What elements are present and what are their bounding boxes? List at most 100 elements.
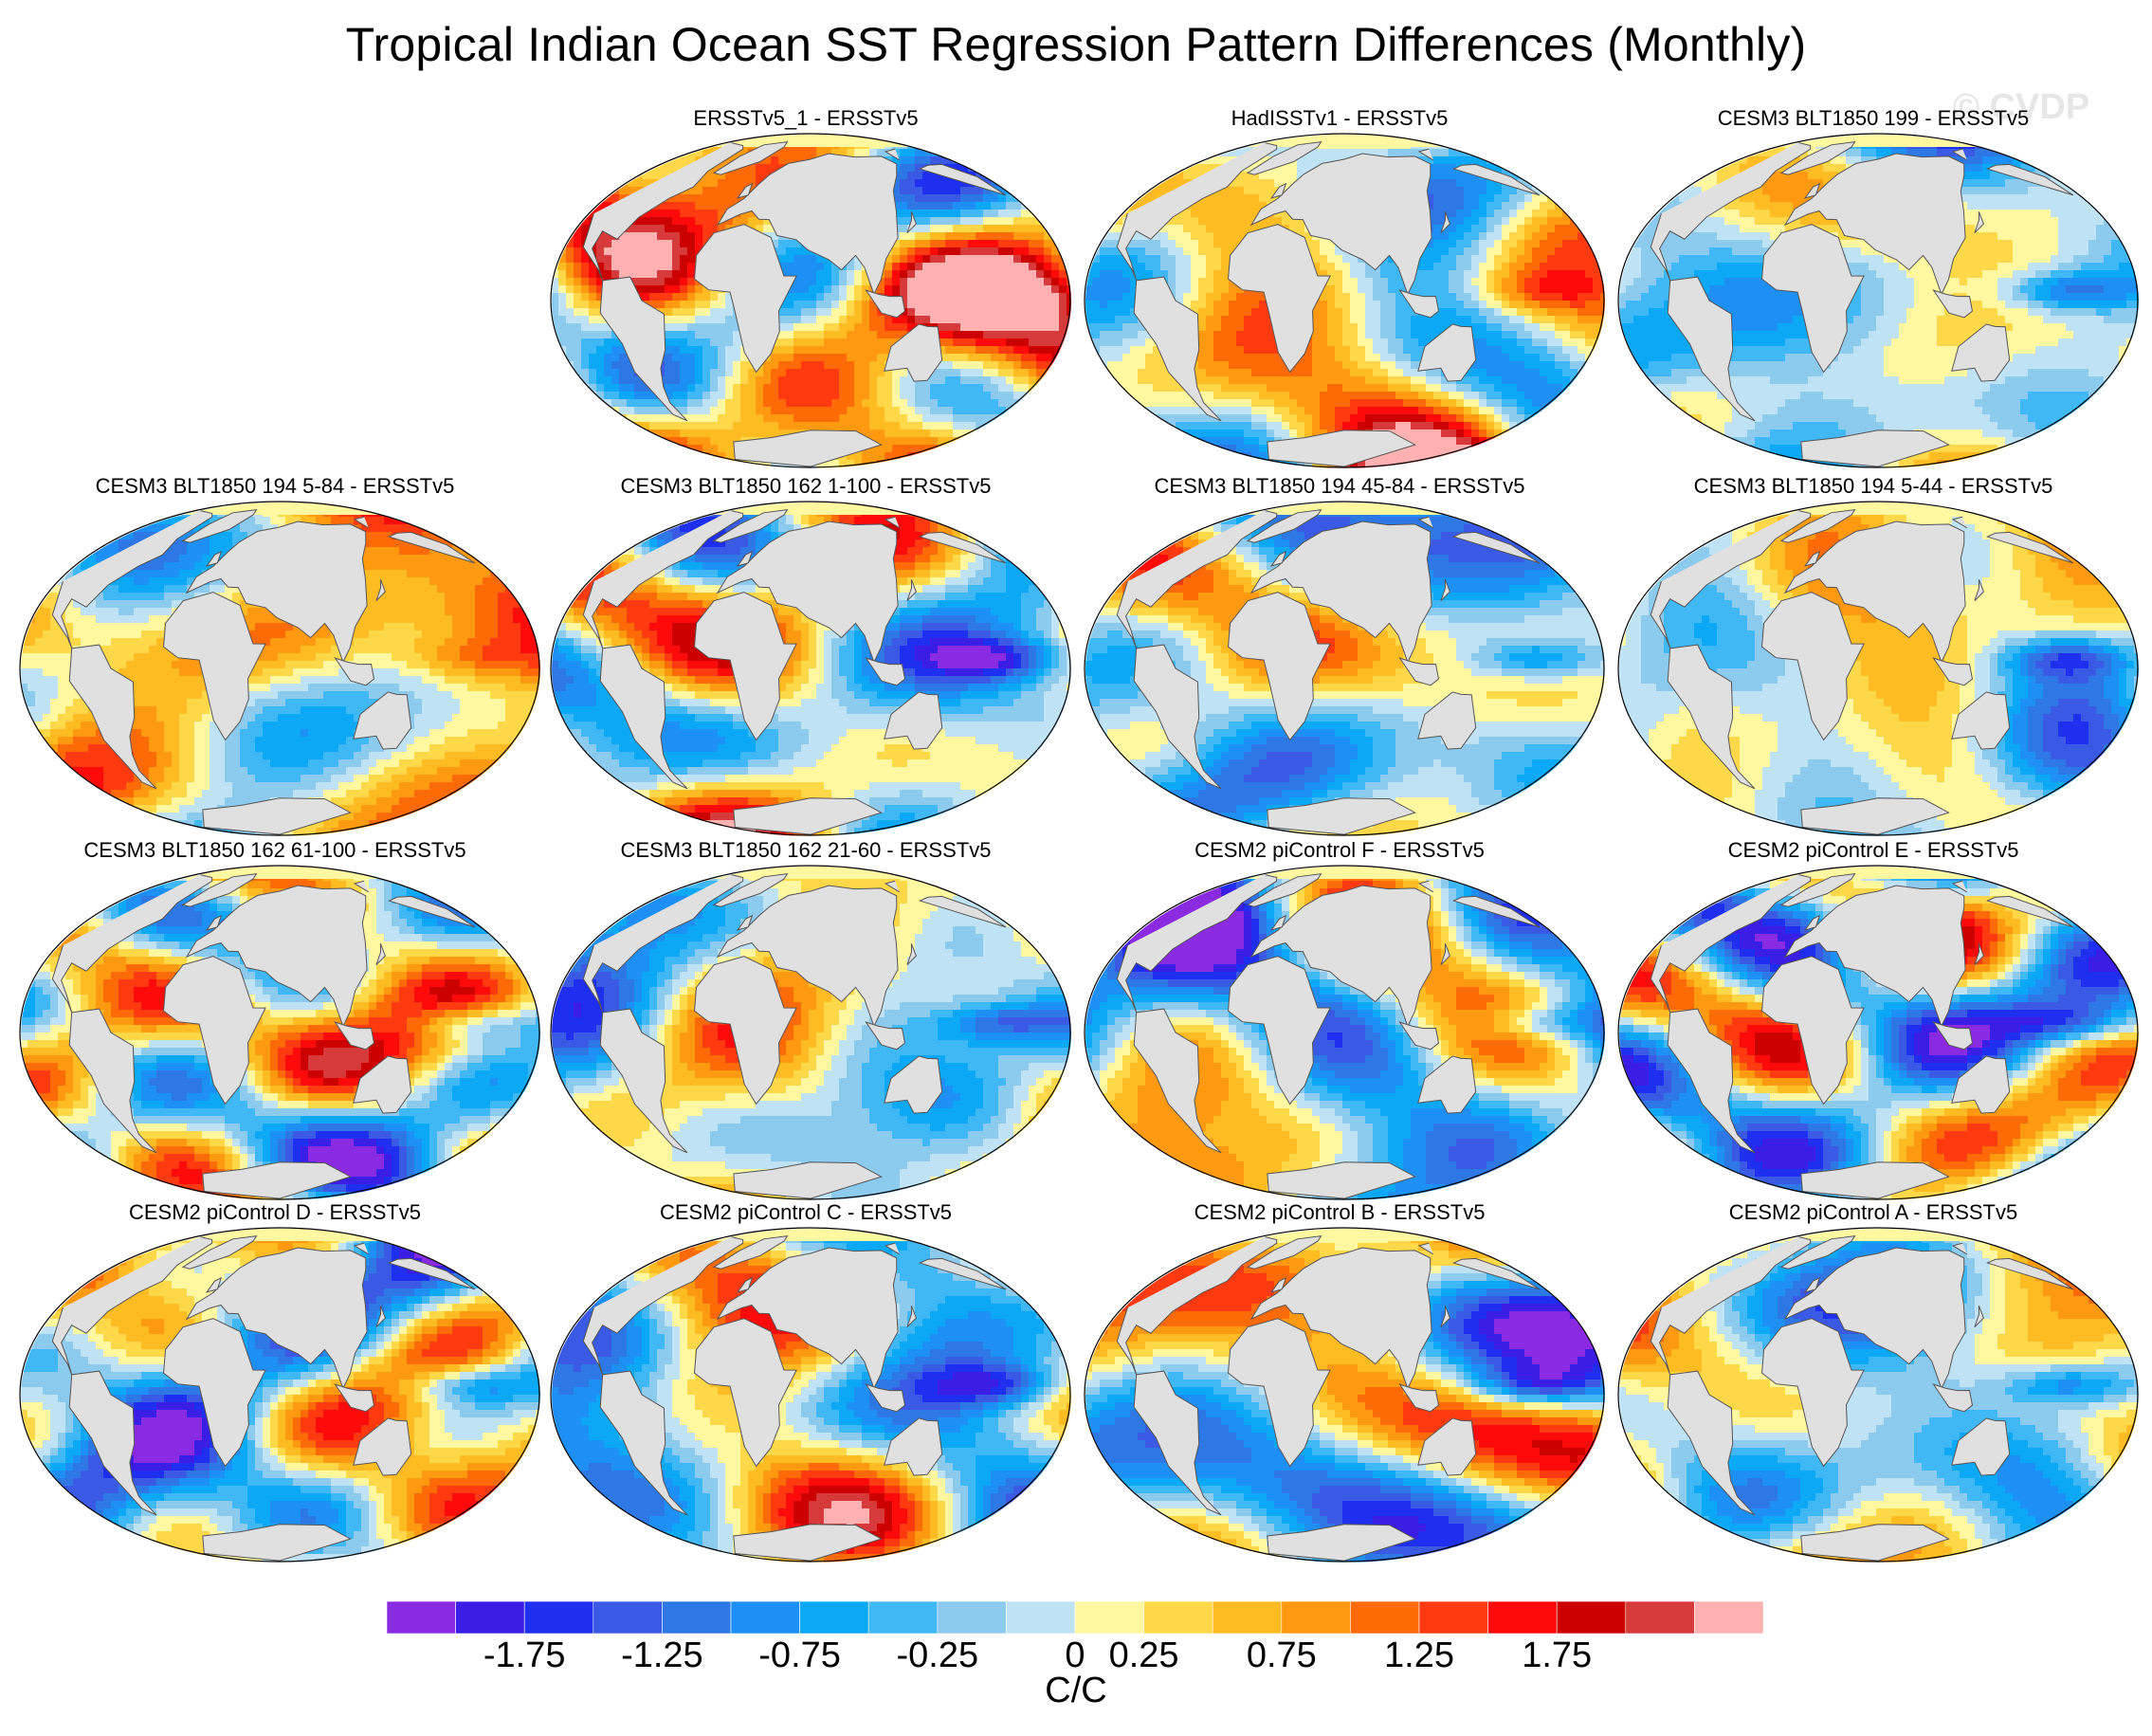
land-mass [1227, 956, 1331, 1106]
land-mass [1667, 1008, 1756, 1154]
land-mass [162, 1318, 266, 1468]
land-mass [1267, 429, 1416, 467]
land-mass [736, 1276, 754, 1293]
land-mass [884, 691, 943, 750]
land-mass [712, 872, 789, 907]
land-mass [1246, 140, 1322, 175]
land-mass [1650, 510, 2074, 649]
panel-title: ERSSTv5_1 - ERSSTv5 [540, 106, 1071, 131]
land-mass [1267, 1524, 1416, 1562]
land-mass [1116, 874, 1541, 1014]
land-mass [68, 1370, 157, 1516]
land-mass [1783, 885, 1966, 1028]
sst-difference-map [550, 133, 1071, 468]
land-mass [733, 797, 883, 835]
land-mass [1227, 1318, 1331, 1468]
land-mass [1932, 657, 1974, 686]
land-mass [181, 1234, 258, 1270]
panel-title: CESM3 BLT1850 194 5-84 - ERSSTv5 [9, 474, 540, 499]
land-mass [334, 1021, 375, 1051]
land-mass [1800, 429, 1950, 467]
land-mass [68, 644, 157, 790]
land-mass [205, 1276, 223, 1293]
colorbar-box [1212, 1600, 1283, 1635]
land-mass [1269, 550, 1287, 567]
sst-difference-map [550, 1227, 1071, 1562]
land-mass [51, 510, 476, 649]
sst-difference-map [19, 865, 540, 1200]
colorbar-tick-label: -0.75 [743, 1635, 857, 1676]
land-mass [1246, 872, 1322, 907]
land-mass [1269, 182, 1287, 199]
land-mass [1133, 1008, 1222, 1154]
land-mass [582, 874, 1007, 1014]
map-outline [550, 1227, 1071, 1562]
land-mass [716, 885, 899, 1028]
land-mass [906, 579, 917, 602]
land-mass [202, 797, 352, 835]
land-mass [582, 1236, 1007, 1376]
land-mass [1440, 579, 1450, 602]
land-mass [599, 1008, 688, 1154]
colorbar-box [730, 1600, 800, 1635]
land-mass [1779, 140, 1856, 175]
map-outline [1084, 133, 1605, 468]
colorbar-box [799, 1600, 869, 1635]
sst-difference-map [1084, 1227, 1605, 1562]
land-mass [205, 550, 223, 567]
land-mass [1803, 182, 1821, 199]
land-mass [1667, 644, 1756, 790]
land-mass [716, 1247, 899, 1390]
map-outline [19, 501, 540, 836]
colorbar-tick-label: -0.25 [881, 1635, 994, 1676]
land-mass [1667, 276, 1756, 422]
land-mass [1133, 276, 1222, 422]
land-mass [599, 644, 688, 790]
land-mass [733, 429, 883, 467]
sst-difference-map [1617, 501, 2139, 836]
land-mass [1440, 211, 1450, 234]
land-mass [1951, 1055, 2011, 1114]
sst-difference-map [19, 1227, 540, 1562]
colorbar-box [1074, 1600, 1144, 1635]
land-mass [1974, 1306, 1984, 1328]
colorbar-units: C/C [1019, 1671, 1133, 1711]
land-mass [202, 1524, 352, 1562]
land-mass [1417, 323, 1477, 382]
land-mass [353, 1417, 412, 1476]
land-mass [202, 1161, 352, 1199]
panel-title: CESM3 BLT1850 162 21-60 - ERSSTv5 [540, 838, 1071, 863]
land-mass [906, 943, 917, 966]
land-mass [712, 140, 789, 175]
land-mass [1398, 1383, 1440, 1413]
panel-title: CESM3 BLT1850 194 5-44 - ERSSTv5 [1608, 474, 2139, 499]
colorbar-box [1487, 1600, 1558, 1635]
colorbar-box [1350, 1600, 1420, 1635]
land-mass [1779, 872, 1856, 907]
colorbar-box [593, 1600, 663, 1635]
land-mass [375, 1306, 386, 1328]
colorbar [387, 1600, 1763, 1635]
map-panel: CESM3 BLT1850 194 45-84 - ERSSTv5 [1074, 474, 1605, 844]
map-outline [550, 133, 1071, 468]
land-mass [1667, 1370, 1756, 1516]
panel-title: CESM3 BLT1850 194 45-84 - ERSSTv5 [1074, 474, 1605, 499]
panel-title: CESM3 BLT1850 162 1-100 - ERSSTv5 [540, 474, 1071, 499]
land-mass [181, 872, 258, 907]
land-mass [162, 592, 266, 741]
land-mass [1650, 142, 2074, 282]
map-panel: CESM2 piControl F - ERSSTv5 [1074, 838, 1605, 1208]
land-mass [51, 1236, 476, 1376]
land-mass [1803, 550, 1821, 567]
land-mass [1267, 797, 1416, 835]
panel-title: CESM2 piControl F - ERSSTv5 [1074, 838, 1605, 863]
land-mass [1932, 1383, 1974, 1413]
land-mass [353, 1055, 412, 1114]
land-mass [884, 1055, 943, 1114]
land-mass [884, 323, 943, 382]
land-mass [1417, 1055, 1477, 1114]
land-mass [716, 521, 899, 664]
land-mass [1249, 885, 1432, 1028]
sst-difference-map [1084, 501, 1605, 836]
land-mass [736, 914, 754, 931]
